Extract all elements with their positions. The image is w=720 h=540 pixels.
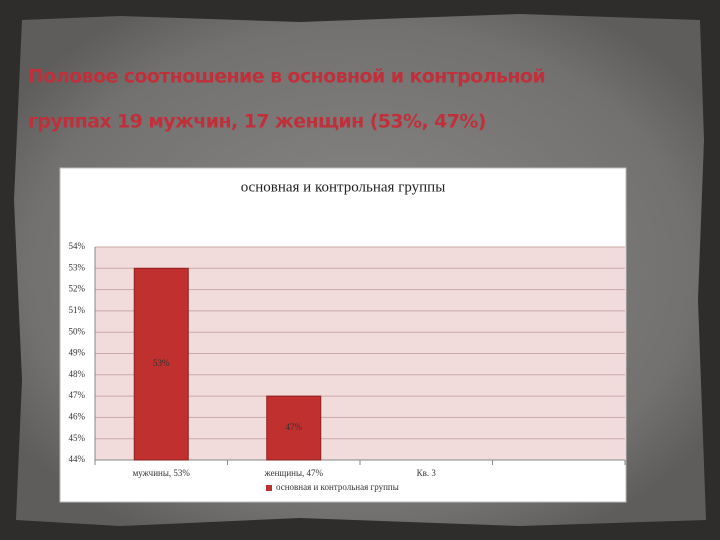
x-tick-label: Кв. 3: [417, 468, 437, 478]
slide-title: Половое соотношение в основной и контрол…: [28, 66, 545, 88]
data-label: 53%: [153, 358, 170, 368]
y-tick-label: 44%: [69, 454, 86, 464]
legend-label: основная и контрольная группы: [276, 482, 399, 492]
y-tick-label: 49%: [69, 348, 86, 358]
y-tick-label: 45%: [69, 433, 86, 443]
x-tick-label: женщины, 47%: [263, 468, 323, 478]
legend-swatch: [266, 485, 272, 491]
y-tick-label: 52%: [69, 284, 86, 294]
slide-title: группах 19 мужчин, 17 женщин (53%, 47%): [28, 111, 486, 133]
y-tick-label: 53%: [69, 262, 86, 272]
bar: [266, 395, 322, 461]
y-tick-label: 47%: [69, 390, 86, 400]
y-tick-label: 51%: [69, 305, 86, 315]
y-tick-label: 48%: [69, 369, 86, 379]
data-label: 47%: [286, 422, 303, 432]
chart-title: основная и контрольная группы: [241, 179, 446, 195]
bar: [133, 267, 189, 461]
y-tick-label: 50%: [69, 326, 86, 336]
y-tick-label: 46%: [69, 411, 86, 421]
x-tick-label: мужчины, 53%: [133, 468, 191, 478]
y-tick-label: 54%: [69, 241, 86, 251]
